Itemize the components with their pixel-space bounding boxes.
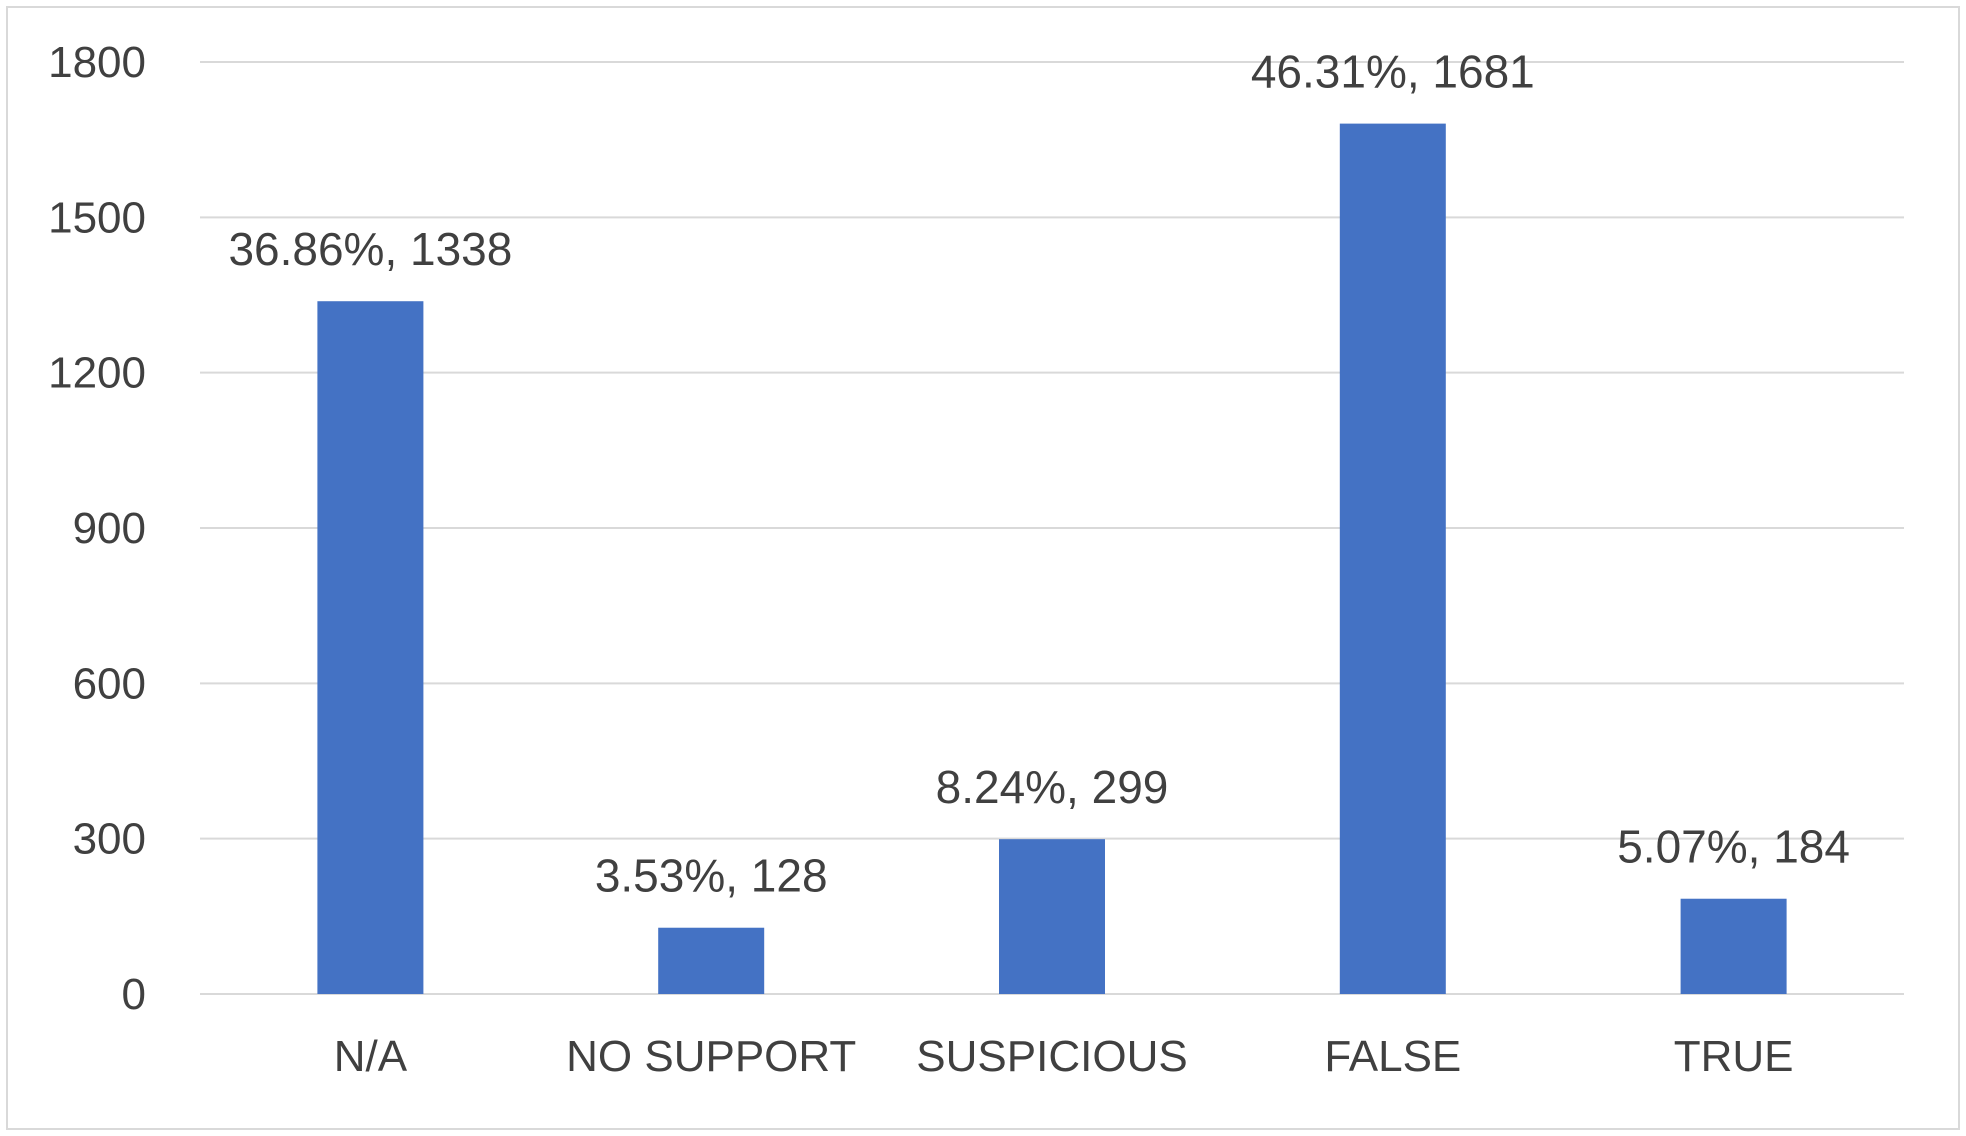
bar bbox=[999, 839, 1105, 994]
chart-frame: 0 300 600 900 1200 1500 1800 36.86%, 1338 3.53%… bbox=[6, 6, 1960, 1130]
x-axis-categories: N/A NO SUPPORT SUSPICIOUS FALSE TRUE bbox=[334, 1032, 1794, 1081]
x-category-label: FALSE bbox=[1324, 1032, 1461, 1081]
y-tick-label: 300 bbox=[73, 815, 146, 864]
bar-data-label: 46.31%, 1681 bbox=[1251, 46, 1535, 98]
y-tick-label: 1200 bbox=[48, 349, 146, 398]
bar bbox=[658, 927, 765, 994]
bar-data-label: 5.07%, 184 bbox=[1617, 821, 1850, 873]
gridlines bbox=[200, 61, 1904, 995]
x-category-label: N/A bbox=[334, 1032, 408, 1081]
y-tick-label: 1500 bbox=[48, 193, 146, 242]
y-axis-ticks: 0 300 600 900 1200 1500 1800 bbox=[48, 38, 146, 1019]
y-tick-label: 0 bbox=[122, 970, 146, 1019]
bar bbox=[1339, 123, 1446, 995]
bars bbox=[317, 123, 1787, 995]
x-category-label: TRUE bbox=[1674, 1032, 1794, 1081]
x-category-label: NO SUPPORT bbox=[566, 1032, 856, 1081]
bar bbox=[1680, 898, 1787, 994]
bar-data-label: 36.86%, 1338 bbox=[228, 223, 512, 275]
y-tick-label: 1800 bbox=[48, 38, 146, 87]
y-tick-label: 900 bbox=[73, 504, 146, 553]
bar-chart: 0 300 600 900 1200 1500 1800 36.86%, 1338 3.53%… bbox=[48, 38, 1904, 1081]
bar bbox=[317, 301, 424, 994]
x-category-label: SUSPICIOUS bbox=[916, 1032, 1187, 1081]
y-tick-label: 600 bbox=[73, 659, 146, 708]
data-labels: 36.86%, 1338 3.53%, 128 8.24%, 299 46.31%, … bbox=[228, 46, 1850, 902]
bar-data-label: 8.24%, 299 bbox=[936, 761, 1169, 813]
bar-data-label: 3.53%, 128 bbox=[595, 850, 828, 902]
